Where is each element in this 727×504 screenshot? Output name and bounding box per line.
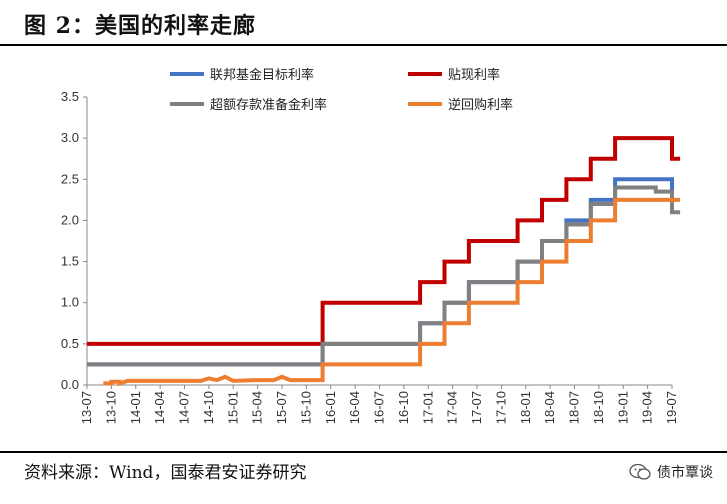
- x-tick-label: 13-07: [79, 391, 94, 424]
- x-tick-label: 18-01: [518, 391, 533, 424]
- x-tick-label: 16-07: [372, 391, 387, 424]
- y-tick-label: 0.5: [61, 336, 79, 351]
- x-tick-label: 19-04: [640, 391, 655, 424]
- legend-label-4: 逆回购利率: [448, 97, 513, 113]
- x-tick-label: 19-07: [664, 391, 679, 424]
- x-tick-label: 17-04: [445, 391, 460, 424]
- y-tick-label: 3.5: [61, 89, 79, 104]
- x-tick-label: 15-04: [250, 391, 265, 424]
- series-line-1: [87, 177, 674, 367]
- x-tick-label: 19-01: [615, 391, 630, 424]
- x-tick-label: 16-10: [396, 391, 411, 424]
- series-line-2: [87, 136, 681, 346]
- watermark: 债市覃谈: [629, 462, 713, 482]
- y-tick-label: 1.5: [61, 254, 79, 269]
- legend-label-2: 贴现利率: [448, 67, 500, 83]
- series-line-4: [103, 197, 681, 387]
- x-tick-label: 18-07: [567, 391, 582, 424]
- figure-title: 图 2：美国的利率走廊: [24, 13, 256, 39]
- y-tick-label: 3.0: [61, 130, 79, 145]
- x-tick-label: 15-10: [298, 391, 313, 424]
- x-tick-label: 14-10: [201, 391, 216, 424]
- x-tick-label: 15-07: [274, 391, 289, 424]
- x-tick-label: 18-04: [542, 391, 557, 424]
- legend-label-3: 超额存款准备金利率: [210, 97, 327, 113]
- legend-label-1: 联邦基金目标利率: [210, 67, 314, 83]
- x-tick-label: 14-04: [152, 391, 167, 424]
- y-tick-label: 2.0: [61, 212, 79, 227]
- series-line-3: [87, 185, 681, 367]
- x-tick-label: 17-07: [469, 391, 484, 424]
- title-rule: [0, 44, 727, 46]
- x-tick-label: 13-10: [103, 391, 118, 424]
- x-tick-label: 16-01: [323, 391, 338, 424]
- x-tick-label: 15-01: [225, 391, 240, 424]
- y-tick-label: 0.0: [61, 377, 79, 392]
- x-tick-label: 18-10: [591, 391, 606, 424]
- y-tick-label: 2.5: [61, 171, 79, 186]
- x-tick-label: 17-10: [493, 391, 508, 424]
- x-tick-label: 17-01: [420, 391, 435, 424]
- wechat-icon: [629, 463, 651, 480]
- source-note: 资料来源：Wind，国泰君安证券研究: [24, 463, 307, 483]
- x-tick-label: 16-04: [347, 391, 362, 424]
- y-tick-label: 1.0: [61, 295, 79, 310]
- rate-corridor-chart: 0.0 0.5 1.0 1.5 2.0 2.5 3.0 3.5 13-07 13-10 14-01 1…: [61, 67, 681, 424]
- x-tick-label: 14-07: [177, 391, 192, 424]
- watermark-label: 债市覃谈: [657, 465, 713, 481]
- source-rule: [0, 451, 727, 453]
- x-tick-label: 14-01: [128, 391, 143, 424]
